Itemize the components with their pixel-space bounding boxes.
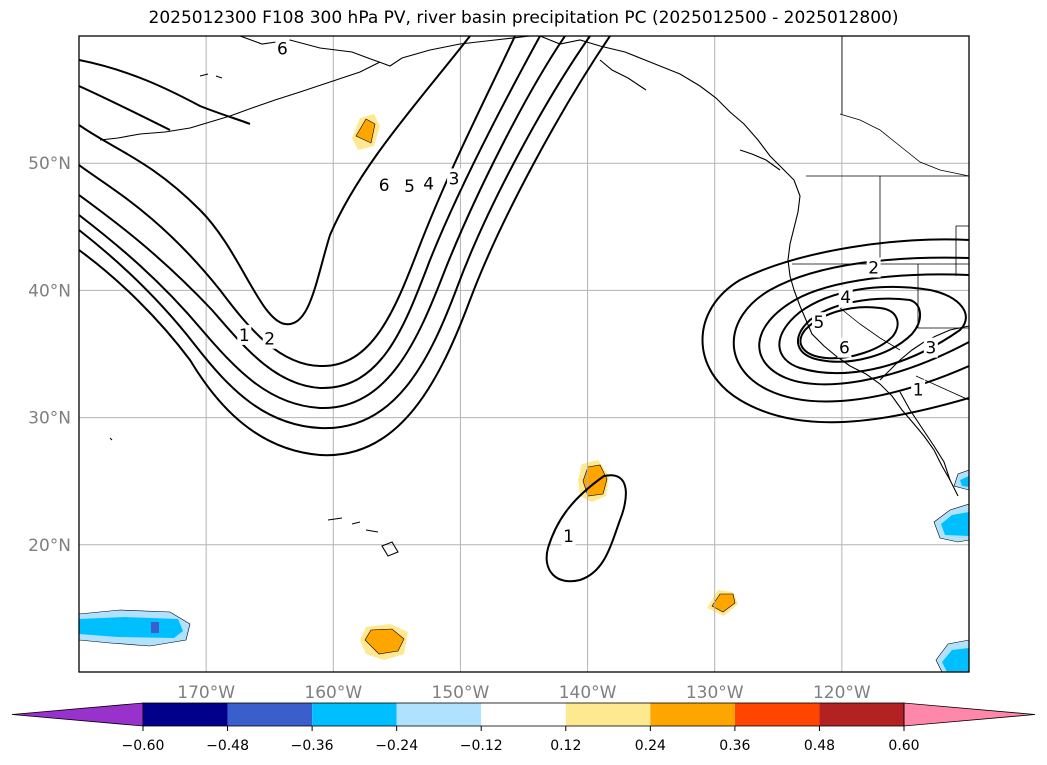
contour-label-bg xyxy=(275,38,290,59)
lat-tick-label: 50°N xyxy=(28,154,71,174)
contour-label: 2 xyxy=(868,259,879,279)
pv-low-6 xyxy=(799,306,899,360)
lon-tick-label: 130°W xyxy=(686,683,744,703)
precip-blob xyxy=(942,648,969,672)
lat-tick-label: 40°N xyxy=(28,281,71,301)
coastlines xyxy=(99,36,969,557)
contour-label-bg xyxy=(447,168,462,189)
longitude-labels: 170°W 160°W 150°W 140°W 130°W 120°W xyxy=(177,683,871,703)
latitude-labels: 20°N 30°N 40°N 50°N xyxy=(28,154,71,556)
contour-label-bg xyxy=(811,312,826,333)
precip-blob xyxy=(364,628,405,655)
contour-label: 1 xyxy=(913,381,924,401)
pv-low-1 xyxy=(701,238,969,424)
colorbar-segment xyxy=(481,703,566,726)
colorbar-segment xyxy=(227,703,313,726)
pv-low-4 xyxy=(778,285,967,375)
contour-label-bg xyxy=(237,324,252,345)
precip-blob xyxy=(941,512,969,536)
colorbar-labels: −0.60 −0.48 −0.36 −0.24 −0.12 0.12 0.24 0.36 0.4… xyxy=(122,726,920,754)
contour-label: 6 xyxy=(379,176,390,196)
colorbar-segment xyxy=(650,703,735,726)
lat-tick-label: 20°N xyxy=(28,536,71,556)
colorbar-tick-label: −0.24 xyxy=(375,738,418,754)
contour-label-bg xyxy=(377,174,392,195)
map-frame xyxy=(78,35,970,673)
contour-label: 1 xyxy=(239,326,250,346)
precip-blob xyxy=(711,593,736,613)
contour-label-bg xyxy=(866,257,881,278)
contour-label-bg xyxy=(838,286,853,307)
chart-title: 2025012300 F108 300 hPa PV, river basin … xyxy=(148,8,899,28)
pv-contour-4 xyxy=(79,36,541,390)
colorbar-tick-label: 0.12 xyxy=(550,738,581,754)
colorbar-tick-label: −0.36 xyxy=(291,738,334,754)
precip-blob xyxy=(79,617,183,638)
pv-contour-2 xyxy=(79,36,591,430)
contour-label-bg xyxy=(561,525,576,546)
colorbar-tick-label: −0.48 xyxy=(206,738,249,754)
colorbar-segment xyxy=(143,703,228,726)
contour-label-bg xyxy=(837,337,852,358)
precip-blob xyxy=(151,622,159,633)
lon-tick-label: 120°W xyxy=(813,683,871,703)
contour-label: 5 xyxy=(814,313,825,333)
lat-tick-label: 30°N xyxy=(28,409,71,429)
contour-label: 6 xyxy=(839,339,850,359)
contour-label: 3 xyxy=(925,339,936,359)
contour-label: 4 xyxy=(423,175,434,195)
contour-label: 6 xyxy=(277,40,288,60)
pv-contour-3 xyxy=(79,36,566,410)
contour-label: 2 xyxy=(264,330,275,350)
pv-contour-5 xyxy=(79,36,516,368)
precip-blob xyxy=(960,476,969,487)
colorbar-segment xyxy=(565,703,651,726)
colorbar-segment xyxy=(819,703,904,726)
contour-label-bg xyxy=(402,176,417,197)
contour-label-bg xyxy=(923,337,938,358)
colorbar-tick-label: −0.60 xyxy=(122,738,165,754)
contour-label-bg xyxy=(911,379,926,400)
lon-tick-label: 140°W xyxy=(559,683,617,703)
contour-label: 5 xyxy=(404,177,415,197)
pv-contour-1-loop xyxy=(545,474,627,583)
pv-contour-6 xyxy=(79,36,471,326)
colorbar-extend-min xyxy=(11,702,144,727)
pv-low-3 xyxy=(758,273,969,386)
lon-tick-label: 160°W xyxy=(304,683,362,703)
colorbar-frame xyxy=(142,702,905,727)
colorbar xyxy=(11,702,1036,727)
contour-label: 3 xyxy=(449,169,460,189)
contour-label-bg xyxy=(421,173,436,194)
colorbar-tick-label: 0.36 xyxy=(719,738,750,754)
colorbar-tick-label: 0.48 xyxy=(804,738,835,754)
pv-contour-6b xyxy=(79,85,171,131)
contour-label: 4 xyxy=(840,288,851,308)
contour-label-bg xyxy=(262,328,277,349)
pv-contour-1 xyxy=(79,36,611,457)
pv-contours xyxy=(79,36,969,583)
lon-tick-label: 150°W xyxy=(432,683,490,703)
pv-contour-6c xyxy=(79,59,251,125)
colorbar-segment xyxy=(396,703,482,726)
lon-tick-label: 170°W xyxy=(177,683,235,703)
colorbar-tick-label: 0.60 xyxy=(888,738,919,754)
colorbar-tick-label: −0.12 xyxy=(460,738,503,754)
colorbar-segment xyxy=(312,703,397,726)
colorbar-segment xyxy=(734,703,820,726)
colorbar-tick-label: 0.24 xyxy=(635,738,666,754)
precip-blob xyxy=(355,118,376,144)
colorbar-extend-max xyxy=(903,702,1036,727)
contour-label: 1 xyxy=(563,527,574,547)
